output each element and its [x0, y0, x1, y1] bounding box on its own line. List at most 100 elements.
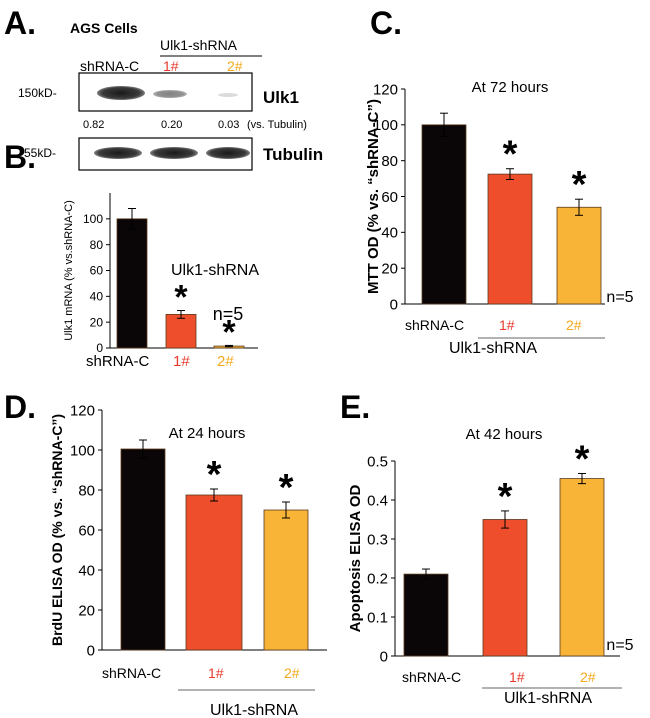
significance-star-e-2: * — [575, 438, 590, 480]
chart-b-ulk1-mrna: 0 20 40 60 80 100 * * shRNA-C 1# 2# Ulk1 mRNA (% vs… — [63, 193, 259, 370]
y-axis-title-e: Apoptosis ELISA OD — [347, 484, 364, 632]
n-label-e: n=5 — [606, 637, 633, 654]
bar-e-0 — [403, 573, 449, 657]
y-tick-label-d: 40 — [78, 562, 95, 579]
category-label-e-2: 2# — [580, 669, 596, 685]
category-label-c-0: shRNA-C — [405, 317, 464, 333]
category-label-d-2: 2# — [284, 665, 300, 681]
blot-group-label: Ulk1-shRNA — [160, 37, 238, 53]
chart-title-e: At 42 hours — [466, 426, 543, 443]
bar-c-2 — [556, 206, 602, 305]
category-label-b-1: 1# — [173, 353, 190, 370]
panel-letter-b: B. — [4, 139, 36, 175]
y-tick-label-d: 100 — [70, 442, 95, 459]
category-label-e-0: shRNA-C — [402, 669, 461, 685]
chart-c-mtt: 0 20 40 60 80 100 120 * * shRNA-C 1# 2# MTT OD (% vs… — [365, 79, 634, 357]
chart-title-c: At 72 hours — [472, 79, 549, 96]
category-label-b-2: 2# — [217, 353, 234, 370]
bar-d-1 — [185, 494, 243, 651]
bar-d-0 — [120, 448, 166, 651]
category-label-d-1: 1# — [208, 665, 224, 681]
y-tick-label-b: 60 — [90, 264, 104, 278]
blot-protein-ulk1: Ulk1 — [263, 88, 299, 107]
blot-ratio-control: 0.82 — [83, 119, 104, 131]
blot-ratio-sh2: 0.03 — [218, 119, 239, 131]
bar-b-1 — [165, 314, 197, 349]
y-axis-title-b: Ulk1 mRNA (% vs.shRNA-C) — [63, 200, 75, 341]
blot-size-ulk1: 150kD- — [18, 86, 57, 100]
panel-letter-a: A. — [4, 5, 36, 41]
group-label-c: Ulk1-shRNA — [449, 340, 537, 357]
western-blot: AGS Cells Ulk1-shRNA shRNA-C 1# 2# 150kD… — [18, 20, 323, 171]
y-tick-label-e: 0.3 — [367, 531, 388, 548]
y-tick-label-b: 20 — [90, 315, 104, 329]
bar-c-0 — [421, 124, 467, 305]
n-label-b: n=5 — [213, 304, 244, 324]
y-tick-label-b: 100 — [83, 212, 103, 226]
ulk1-band-control — [97, 86, 145, 100]
bar-c-1 — [487, 173, 533, 305]
tubulin-band-control — [94, 147, 142, 159]
chart-d-brdu: 0 20 40 60 80 100 120 * * shRNA-C 1# 2# BrdU ELISA O… — [49, 402, 327, 718]
category-label-b-0: shRNA-C — [86, 353, 150, 370]
blot-ratio-note: (vs. Tubulin) — [247, 119, 307, 131]
y-tick-label-d: 80 — [78, 482, 95, 499]
annotation-b: Ulk1-shRNA — [171, 262, 259, 279]
bar-e-1 — [482, 519, 528, 657]
y-tick-label-e: 0.1 — [367, 609, 388, 626]
tubulin-band-sh2 — [206, 147, 250, 159]
y-tick-label-e: 0.2 — [367, 570, 388, 587]
category-label-e-1: 1# — [509, 669, 525, 685]
panel-letter-d: D. — [4, 389, 36, 425]
y-tick-label-c: 80 — [381, 153, 398, 170]
bar-d-2 — [263, 509, 309, 651]
y-tick-label-e: 0.5 — [367, 453, 388, 470]
blot-lane-label-sh1: 1# — [163, 58, 179, 74]
category-label-d-0: shRNA-C — [102, 665, 161, 681]
significance-star-b-2: * — [222, 313, 236, 351]
chart-e-apoptosis: 0 0.1 0.2 0.3 0.4 0.5 * * shRNA-C 1# 2# Apoptosis E… — [347, 426, 634, 707]
y-tick-label-d: 20 — [78, 602, 95, 619]
group-label-d: Ulk1-shRNA — [210, 702, 298, 718]
chart-title-d: At 24 hours — [169, 425, 246, 442]
category-label-c-2: 2# — [566, 317, 582, 333]
blot-lane-label-control: shRNA-C — [80, 58, 139, 74]
y-tick-label-c: 60 — [381, 189, 398, 206]
cell-line-label: AGS Cells — [70, 20, 138, 36]
y-tick-label-b: 80 — [90, 238, 104, 252]
significance-star-c-1: * — [503, 134, 518, 176]
y-tick-label-e: 0 — [380, 648, 388, 665]
significance-star-c-2: * — [572, 164, 587, 206]
blot-size-tubulin: 55kD- — [24, 146, 56, 160]
y-tick-label-c: 0 — [390, 296, 398, 313]
significance-star-d-1: * — [207, 454, 222, 496]
y-tick-label-d: 0 — [87, 642, 95, 659]
blot-protein-tubulin: Tubulin — [263, 145, 323, 164]
y-tick-label-b: 0 — [96, 341, 103, 355]
panel-letter-e: E. — [340, 389, 370, 425]
tubulin-band-sh1 — [150, 147, 198, 159]
y-tick-label-c: 40 — [381, 225, 398, 242]
category-label-c-1: 1# — [499, 317, 515, 333]
significance-star-b-1: * — [174, 279, 188, 317]
significance-star-e-1: * — [498, 476, 513, 518]
blot-lane-label-sh2: 2# — [227, 58, 243, 74]
ulk1-band-sh1 — [153, 90, 187, 98]
y-tick-label-d: 120 — [70, 402, 95, 419]
ulk1-band-sh2 — [218, 93, 238, 97]
panel-letter-c: C. — [370, 5, 402, 41]
y-tick-label-c: 120 — [373, 81, 398, 98]
y-tick-label-c: 100 — [373, 117, 398, 134]
bar-b-0 — [116, 218, 148, 349]
n-label-c: n=5 — [606, 289, 633, 306]
y-tick-label-e: 0.4 — [367, 492, 388, 509]
significance-star-d-2: * — [279, 467, 294, 509]
bar-e-2 — [559, 478, 605, 657]
y-axis-title-d: BrdU ELISA OD (% vs. “shRNA-C”) — [49, 414, 65, 646]
y-tick-label-c: 20 — [381, 260, 398, 277]
blot-ratio-sh1: 0.20 — [161, 119, 182, 131]
y-tick-label-b: 40 — [90, 290, 104, 304]
group-label-e: Ulk1-shRNA — [504, 690, 592, 707]
y-tick-label-d: 60 — [78, 522, 95, 539]
